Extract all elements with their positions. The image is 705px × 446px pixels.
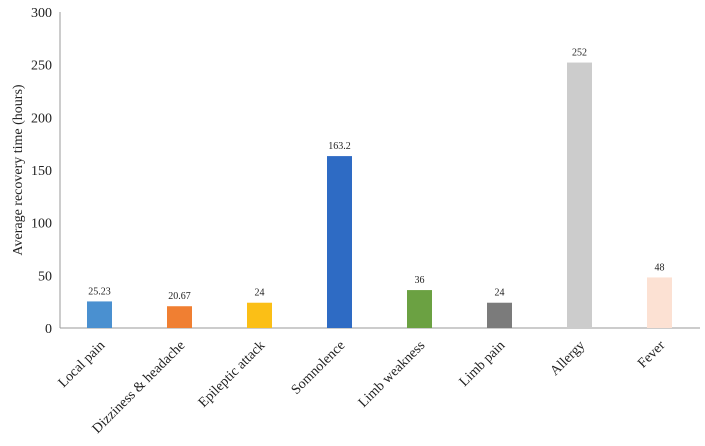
bar: [567, 62, 592, 329]
y-axis: 0 50 100 150 200 250 300: [31, 6, 61, 337]
y-axis-title: Average recovery time (hours): [11, 84, 26, 255]
data-label: 24: [255, 288, 265, 299]
category-label: Somnolence: [289, 338, 349, 398]
data-labels-group: 25.23 20.67 24 163.2 36 24 252 48: [88, 48, 664, 303]
bar: [247, 302, 272, 328]
y-tick-label: 100: [31, 217, 52, 232]
category-label: Limb pain: [457, 338, 509, 390]
data-label: 20.67: [168, 291, 191, 302]
data-label: 163.2: [328, 141, 351, 152]
data-label: 24: [495, 288, 505, 299]
data-label: 252: [572, 48, 587, 59]
y-tick-label: 200: [31, 111, 52, 126]
y-tick-labels: 0 50 100 150 200 250 300: [31, 6, 52, 337]
y-tick-label: 150: [31, 164, 52, 179]
category-label: Local pain: [56, 338, 109, 391]
category-label: Epileptic attack: [196, 338, 268, 410]
bars-group: [87, 62, 672, 329]
y-tick-label: 0: [45, 322, 52, 337]
data-label: 25.23: [88, 286, 111, 297]
bar: [87, 301, 112, 328]
y-tick-label: 250: [31, 59, 52, 74]
bar: [167, 306, 192, 328]
y-tick-label: 300: [31, 6, 52, 21]
bar: [647, 277, 672, 328]
bar: [407, 290, 432, 328]
data-label: 36: [415, 275, 425, 286]
category-label: Limb weakness: [356, 338, 428, 410]
category-label: Dizziness & headache: [90, 338, 189, 437]
category-label: Allergy: [548, 338, 589, 379]
data-label: 48: [655, 262, 665, 273]
y-tick-label: 50: [38, 269, 52, 284]
bar: [327, 156, 352, 328]
category-label: Fever: [635, 338, 668, 371]
bar: [487, 302, 512, 328]
